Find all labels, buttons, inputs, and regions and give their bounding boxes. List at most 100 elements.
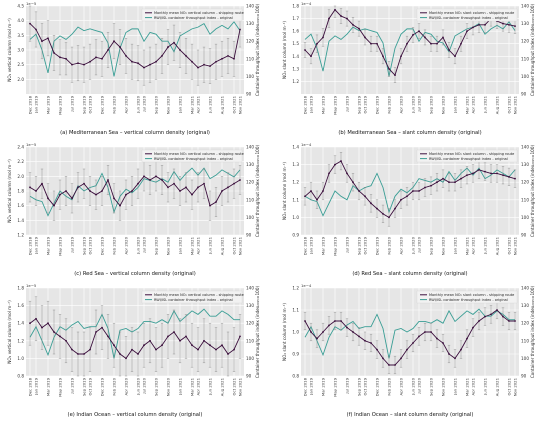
xtick-label: Apr 2021: [470, 95, 475, 113]
data-point: [239, 335, 241, 338]
data-point: [221, 57, 223, 60]
legend-box: [416, 149, 518, 163]
xtick-label: Aug 2021: [494, 95, 499, 114]
data-point: [137, 62, 139, 65]
ytick-left-label: 1.3: [292, 66, 299, 71]
data-point: [376, 348, 378, 351]
xtick-label: Jan 2021: [452, 236, 457, 254]
ytick-left-label: 2.4: [17, 145, 24, 150]
ytick-right-label: 120: [521, 39, 529, 44]
xtick-label: Dec 2018: [302, 95, 307, 114]
ytick-left-label: 2.0: [17, 77, 24, 82]
data-point: [131, 348, 133, 351]
ytick-left-label: 4.5: [17, 4, 24, 9]
xtick-label: Mar 2019: [320, 236, 325, 255]
data-point: [460, 348, 462, 351]
data-point: [322, 331, 324, 333]
ytick-left-label: 1.4: [17, 218, 24, 223]
data-point: [352, 331, 354, 333]
legend-label-no2: Monthly mean NO₂ vertical column - shipp…: [154, 11, 244, 15]
data-point: [29, 322, 31, 325]
data-point: [496, 309, 498, 311]
ytick-right-label: 140: [521, 286, 529, 291]
data-point: [173, 331, 175, 333]
ytick-left-label: 1.6: [17, 203, 24, 208]
xtick-label: Jul 2020: [141, 377, 146, 394]
ytick-right-label: 130: [246, 303, 254, 308]
data-point: [89, 348, 91, 351]
xtick-label: Jun 2020: [135, 377, 140, 395]
data-point: [472, 326, 474, 329]
ytick-left-label: 1.4: [292, 145, 299, 150]
legend-label-no2: Monthly mean NO₂ slant column - shipping…: [429, 293, 514, 297]
legend-label-no2: Monthly mean NO₂ vertical column - shipp…: [154, 293, 244, 297]
data-point: [101, 326, 103, 329]
ytick-left-label: 1.2: [292, 180, 299, 185]
data-point: [137, 353, 139, 355]
xtick-label: Apr 2020: [123, 236, 128, 254]
xtick-label: Sep 2020: [428, 95, 433, 114]
xtick-label: Jun 2020: [410, 95, 415, 113]
data-point: [382, 357, 384, 360]
exponent-label: 1e−4: [301, 283, 312, 288]
data-point: [59, 335, 61, 338]
xtick-label: Nov 2020: [440, 95, 445, 114]
data-point: [412, 342, 414, 344]
ylabel-left: NO₂ vertical column (mol m⁻²): [7, 18, 12, 82]
xtick-label: Feb 2020: [386, 236, 391, 254]
data-point: [424, 331, 426, 333]
data-point: [47, 37, 49, 40]
data-point: [424, 186, 426, 189]
data-point: [161, 344, 163, 347]
xtick-label: Dec 2019: [374, 95, 379, 114]
xtick-label: Jun 2021: [482, 236, 487, 254]
xtick-label: Nov 2021: [512, 377, 517, 396]
data-point: [370, 342, 372, 344]
data-point: [400, 198, 402, 201]
xtick-label: Jul 2019: [344, 236, 349, 253]
xtick-label: Apr 2020: [398, 95, 403, 113]
ylabel-left: NO₂ slant column (mol m⁻²): [282, 21, 287, 79]
data-point: [149, 339, 151, 342]
data-point: [233, 182, 235, 185]
data-point: [227, 353, 229, 355]
legend-label-no2: Monthly mean NO₂ slant column - shipping…: [429, 152, 514, 156]
data-point: [472, 172, 474, 175]
data-point: [484, 23, 486, 26]
data-point: [364, 339, 366, 342]
xtick-label: Apr 2020: [398, 377, 403, 395]
data-point: [394, 364, 396, 366]
data-point: [155, 348, 157, 351]
data-point: [83, 353, 85, 355]
ytick-left-label: 4.0: [17, 18, 24, 23]
xtick-label: Dec 2019: [99, 377, 104, 396]
xtick-label: Mar 2019: [45, 377, 50, 396]
xtick-label: Mar 2019: [320, 377, 325, 396]
xtick-label: Dec 2018: [302, 377, 307, 396]
data-point: [107, 179, 109, 181]
data-point: [161, 54, 163, 57]
xtick-label: Sep 2019: [356, 236, 361, 255]
xtick-label: Aug 2021: [219, 95, 224, 114]
xtick-label: Jun 2021: [207, 377, 212, 395]
ytick-left-label: 1.5: [292, 41, 299, 46]
xtick-label: Oct 2019: [362, 236, 367, 254]
data-point: [95, 56, 97, 59]
data-point: [364, 195, 366, 198]
ytick-left-label: 0.9: [292, 352, 299, 357]
panel-caption: (d) Red Sea – slant column density (orig…: [352, 271, 467, 277]
ytick-left-label: 1.7: [292, 16, 299, 21]
data-point: [358, 335, 360, 338]
xtick-label: Aug 2021: [494, 236, 499, 255]
xtick-label: Dec 2019: [374, 377, 379, 396]
legend-box: [416, 290, 518, 304]
ylabel-left: NO₂ slant column (mol m⁻²): [282, 162, 287, 220]
legend-label-rwi: RWI/ISL container throughput index - ori…: [154, 298, 233, 302]
data-point: [239, 28, 241, 31]
panel-caption: (e) Indian Ocean – vertical column densi…: [68, 412, 203, 418]
ylabel-right: Container throughput index (index₂₀₁₅=10…: [530, 4, 535, 97]
exponent-label: 1e−5: [26, 1, 37, 6]
panel-e: 0.8 1.0 1.2 1.4 1.6 1.8 90 100 110 120 130 140 1e−5 D…: [7, 283, 260, 418]
ytick-left-label: 1.2: [17, 338, 24, 343]
xtick-label: Feb 2020: [386, 377, 391, 395]
